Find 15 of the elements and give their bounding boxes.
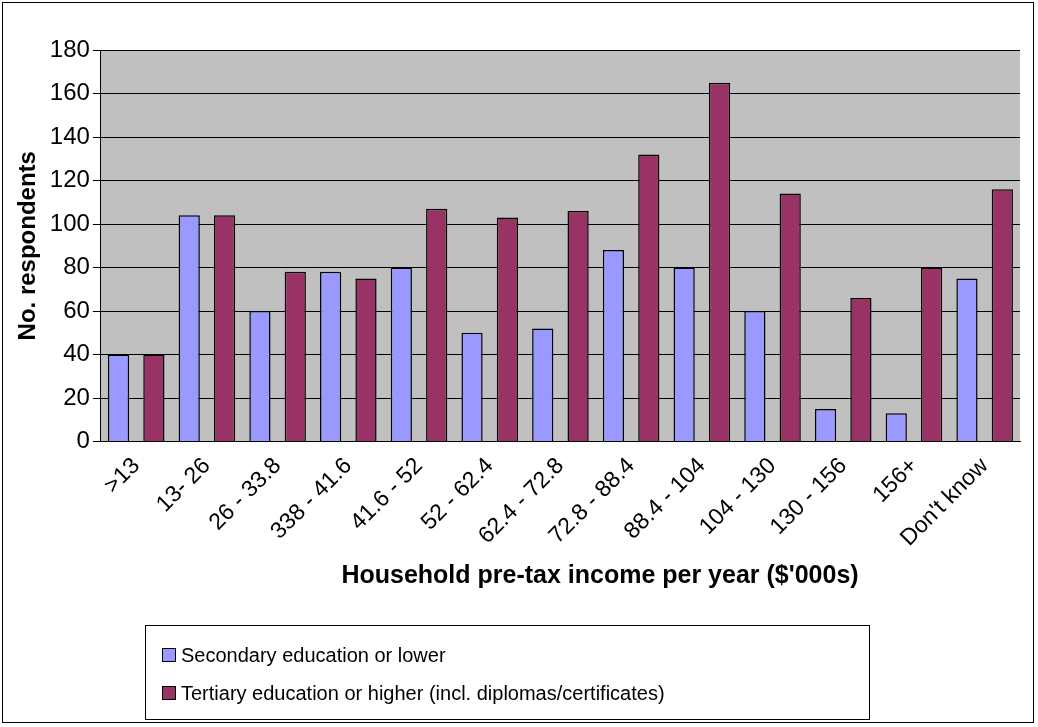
y-axis-title: No. respondents [13,151,41,341]
y-tick-label: 160 [49,78,90,106]
legend-label: Tertiary education or higher (incl. diplomas/certificates) [181,681,665,705]
y-tick-label: 80 [63,252,90,280]
y-tick-label: 20 [63,382,90,410]
y-tick-label: 100 [49,208,90,236]
y-tick-label: 120 [49,165,90,193]
y-tick-label: 180 [49,34,90,62]
x-tick-label: >13 [98,451,145,498]
y-tick-label: 60 [63,295,90,323]
y-tick-label: 0 [76,426,90,454]
legend-label: Secondary education or lower [181,643,446,667]
y-tick-label: 40 [63,339,90,367]
y-tick-label: 140 [49,121,90,149]
x-axis-title: Household pre-tax income per year ($'000s) [340,560,860,589]
